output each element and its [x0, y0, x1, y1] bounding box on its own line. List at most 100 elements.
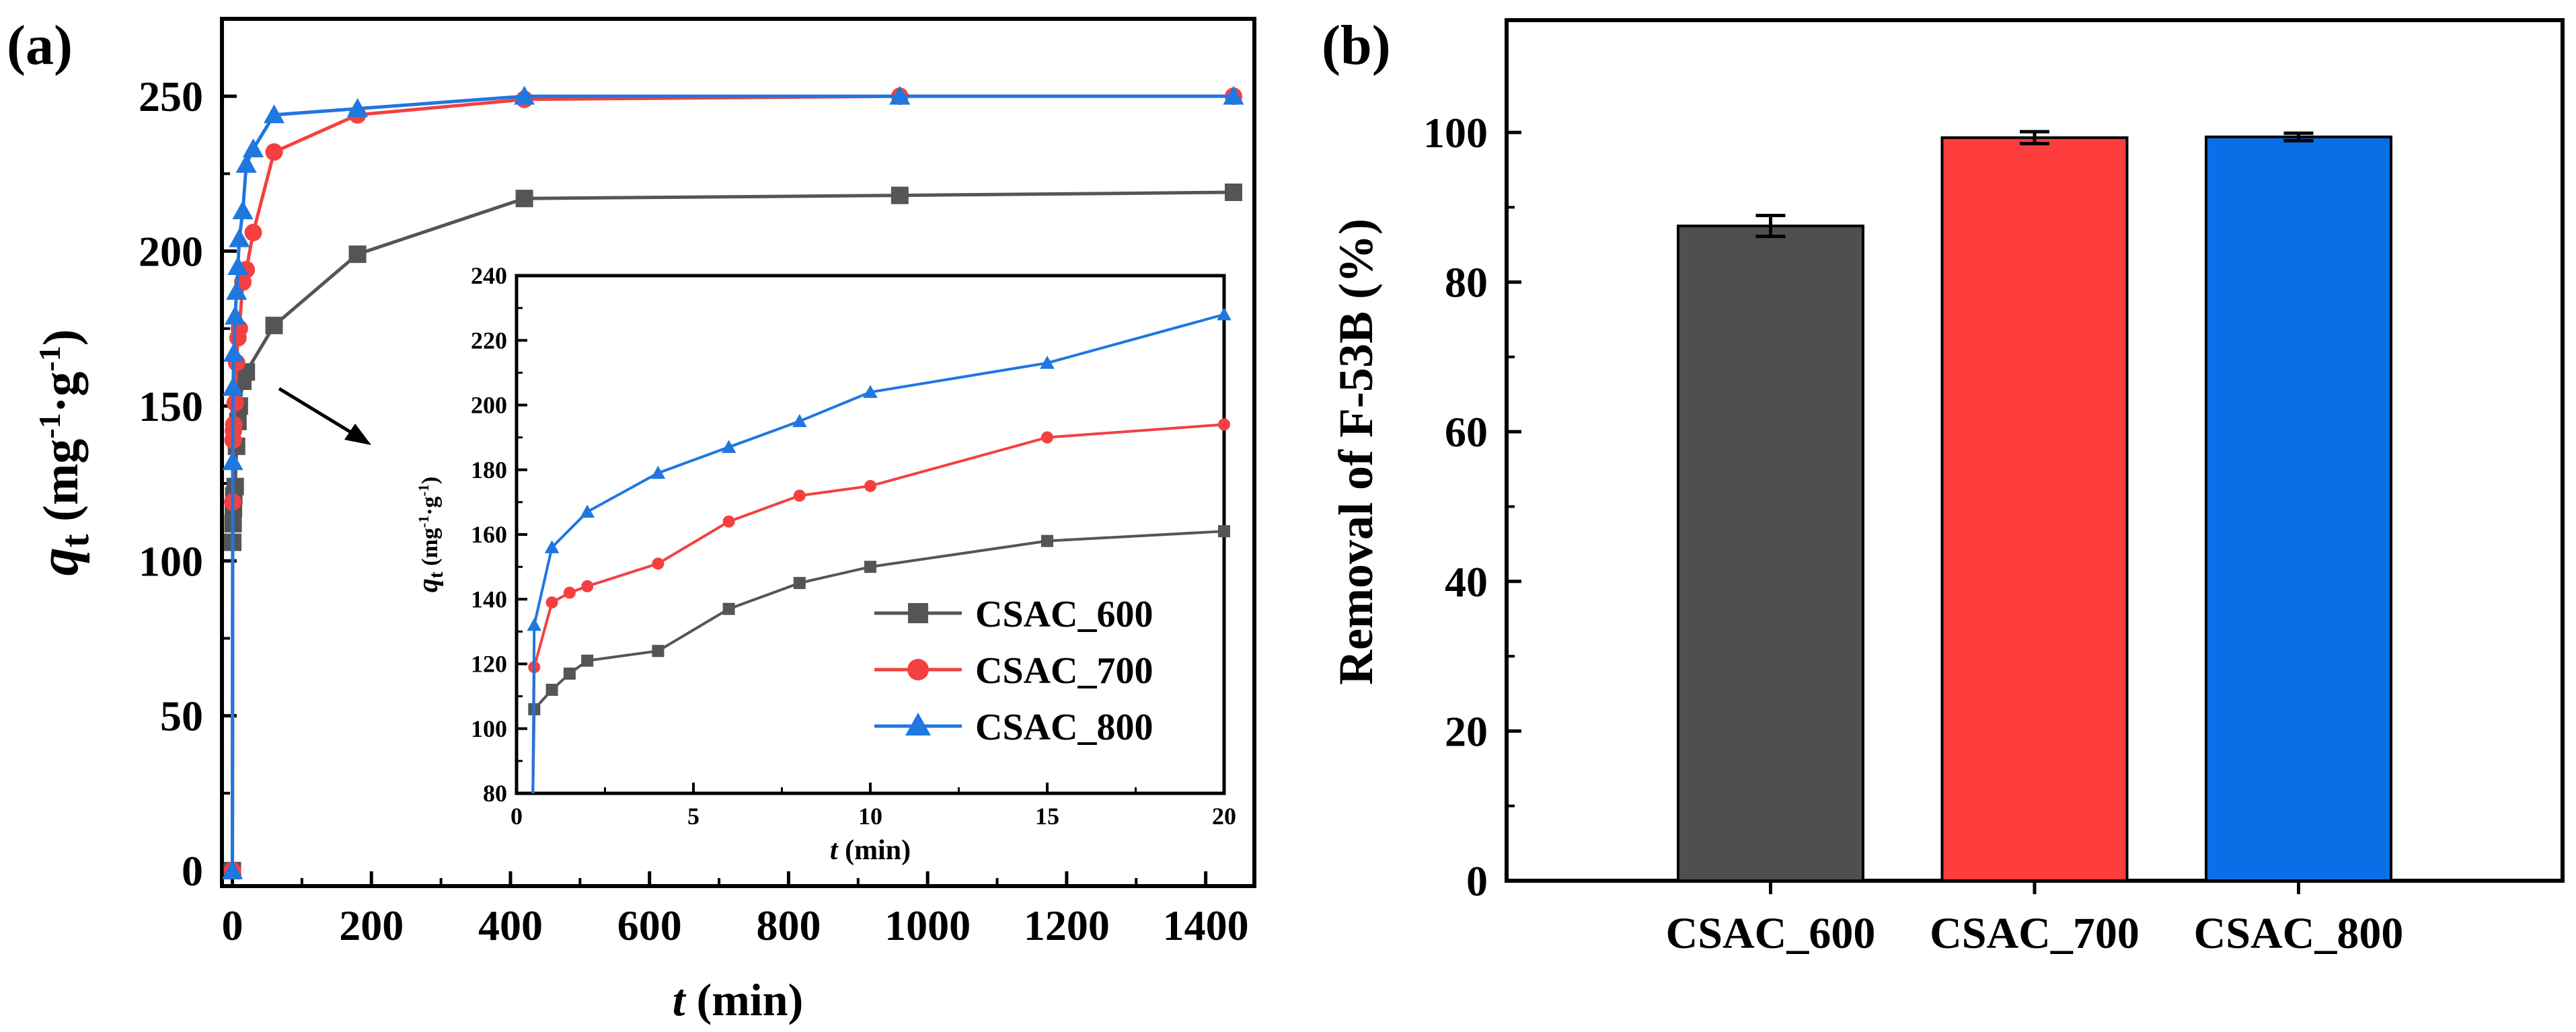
y-tick-label: 250 [139, 73, 203, 120]
y-tick-label: 100 [139, 537, 203, 585]
bar-y-tick-label: 60 [1445, 408, 1488, 456]
inset-y-tick-label: 80 [483, 780, 507, 807]
legend-label-csac-600: CSAC_600 [975, 594, 1153, 635]
bar-y-tick-label: 0 [1466, 857, 1488, 905]
bar [1940, 136, 2129, 883]
data-point [244, 223, 262, 241]
inset-data-point [1218, 525, 1230, 538]
data-point [265, 143, 283, 161]
y-tick-label: 0 [182, 847, 203, 895]
y-tick-label: 150 [139, 383, 203, 430]
panel-a-label: (a) [7, 14, 73, 77]
legend-item-csac-600: CSAC_600 [874, 594, 1153, 635]
x-tick-label: 0 [222, 902, 243, 949]
data-point [226, 280, 248, 300]
data-point [226, 477, 244, 495]
data-point [227, 255, 249, 276]
inset-y-axis-label-q: q [413, 578, 444, 592]
panel-a-y-axis-label-sub: t [52, 534, 97, 547]
inset-series-csac-700 [528, 418, 1230, 794]
bar-y-tick-label: 40 [1445, 558, 1488, 606]
inset-y-tick-label: 220 [471, 327, 507, 354]
inset-data-point [722, 515, 735, 528]
panel-b-y-axis-label: Removal of F-53B (%) [1329, 219, 1383, 685]
data-point [1223, 85, 1244, 105]
x-tick-label: 600 [617, 902, 682, 949]
panel-a-y-axis-label-mid: ·g [34, 372, 89, 413]
bar-csac-600: CSAC_600 [1666, 214, 1876, 958]
data-point [242, 138, 264, 157]
inset-data-point [722, 602, 735, 615]
inset-data-point [581, 580, 594, 592]
panel-a-y-axis-label-sup1: -1 [32, 413, 67, 438]
data-point [222, 451, 243, 471]
inset-y-axis-label-sup1: -1 [415, 516, 432, 528]
bar-y-tick-label: 80 [1445, 259, 1488, 307]
data-point [263, 104, 285, 124]
inset-data-point [580, 504, 595, 518]
inset-data-point [527, 617, 542, 631]
panel-a-plot-frame [220, 17, 1256, 888]
legend-label-csac-800: CSAC_800 [975, 707, 1153, 748]
bar-csac-700: CSAC_700 [1930, 130, 2139, 958]
inset-y-axis-label: qt (mg-1·g-1) [413, 477, 447, 592]
inset-x-axis-label-unit: (min) [838, 835, 911, 866]
inset-series-csac-600 [528, 525, 1230, 794]
inset-data-point [652, 645, 665, 658]
inset-y-tick-label: 100 [471, 715, 507, 742]
panel-a-y-axis-label: qt (mg-1·g-1) [28, 329, 97, 576]
inset-data-point [545, 596, 558, 609]
inset-data-point [563, 586, 576, 599]
data-point [229, 228, 250, 247]
bar [2205, 135, 2392, 883]
inset-data-point [581, 654, 594, 667]
inset-y-tick-label: 200 [471, 392, 507, 419]
bar-category-label: CSAC_600 [1666, 909, 1876, 958]
data-point [515, 190, 533, 208]
bar [1677, 225, 1864, 882]
panel-a-y-axis-label-q: q [28, 547, 90, 575]
inset-data-point [793, 577, 806, 590]
inset-x-tick-label: 10 [858, 803, 882, 830]
inset-y-axis-label-sup2: -1 [415, 484, 432, 496]
x-tick-label: 1000 [884, 902, 971, 949]
data-point [221, 860, 243, 879]
inset-data-point [864, 561, 876, 573]
inset-series [527, 307, 1232, 794]
inset-y-axis-label-unit: (mg [418, 528, 443, 571]
bar-y-tick-label: 100 [1423, 109, 1488, 157]
data-point [265, 317, 283, 335]
panel-a-y-axis-label-sup2: -1 [32, 346, 67, 371]
inset-data-point [1040, 356, 1055, 369]
inset-data-point [864, 479, 876, 492]
inset-plot: 0 5 10 15 20 80 100 120 140 160 180 200 220 240 t (mi… [413, 262, 1236, 866]
inset-y-axis-label-end: ) [418, 477, 443, 484]
inset-data-point [792, 413, 807, 428]
x-tick-label: 400 [478, 902, 543, 949]
inset-data-point [1218, 418, 1230, 431]
bar-category-label: CSAC_800 [2194, 909, 2404, 958]
data-point [348, 245, 367, 264]
panel-b-axes: 0 20 40 60 80 100 [1423, 109, 1521, 905]
data-point [1224, 184, 1242, 201]
inset-data-point [563, 667, 576, 680]
inset-y-tick-label: 180 [471, 457, 507, 483]
panel-b-label: (b) [1322, 14, 1391, 77]
x-tick-label: 1400 [1163, 902, 1249, 949]
data-point [225, 305, 246, 325]
data-point [235, 153, 257, 173]
data-point [346, 98, 369, 118]
inset-data-point [793, 489, 806, 502]
inset-series-csac-800 [527, 307, 1232, 794]
inset-y-axis-label-sub: t [425, 571, 447, 578]
data-point [514, 85, 535, 105]
panel-b: (b) 0 20 40 60 80 100 CSAC_600 CSAC_700 CSAC_80… [1322, 14, 2565, 958]
inset-x-axis-label-t: t [830, 835, 839, 866]
panel-a-x-axis-label-unit: (min) [685, 974, 804, 1025]
bar-csac-800: CSAC_800 [2194, 131, 2404, 958]
inset-background [517, 276, 1224, 793]
inset-data-point [1217, 307, 1232, 321]
data-point [226, 394, 244, 412]
bar-category-label: CSAC_700 [1930, 909, 2139, 958]
